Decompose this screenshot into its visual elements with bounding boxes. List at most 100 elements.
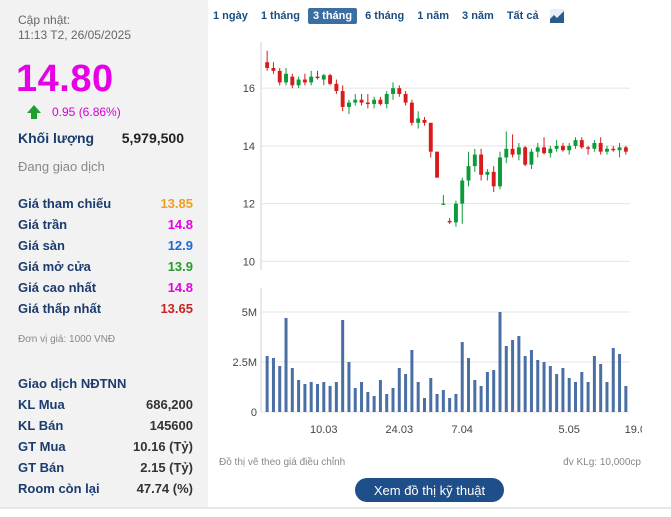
price-row: Giá sàn 12.9 <box>18 238 193 259</box>
price-row: Giá thấp nhất 13.65 <box>18 301 193 322</box>
price-tick-label: 10 <box>243 256 255 268</box>
candle-body <box>397 88 402 94</box>
price-change: 0.95 (6.86%) <box>26 104 121 120</box>
candle-body <box>384 93 389 105</box>
candle-body <box>516 147 521 155</box>
tab-all[interactable]: Tất cả <box>506 10 539 22</box>
stock-summary-panel: Cập nhật: 11:13 T2, 26/05/2025 14.80 0.9… <box>0 0 208 507</box>
volume-bar <box>542 362 546 412</box>
candle-body <box>321 75 326 80</box>
candle-body <box>554 145 559 149</box>
candle-body <box>435 151 440 178</box>
volume-bar <box>341 320 345 412</box>
price-volume-chart: 10 12 14 16 0 2.5M 5M 10.03 24.03 7.04 5.05 19.05 <box>233 42 642 436</box>
volume-bar <box>479 386 483 412</box>
technical-chart-button[interactable]: Xem đồ thị kỹ thuật <box>355 478 504 502</box>
candle-body <box>573 140 578 146</box>
volume-bar <box>416 382 420 412</box>
candle-body <box>334 83 339 92</box>
volume-tick-label: 0 <box>251 407 257 419</box>
candle-body <box>365 102 370 105</box>
volume-bar <box>448 398 452 412</box>
candle-body <box>391 88 395 94</box>
tab-1-day[interactable]: 1 ngày <box>213 10 248 22</box>
tab-6-months[interactable]: 6 tháng <box>365 10 405 22</box>
volume-label: Khối lượng <box>18 130 95 146</box>
candle-body <box>460 180 465 204</box>
price-row: Giá cao nhất 14.8 <box>18 280 193 301</box>
current-price: 14.80 <box>16 58 114 100</box>
candle-body <box>372 99 377 105</box>
volume-bar <box>397 368 401 412</box>
volume-bar <box>592 356 596 412</box>
volume-value: 5,979,500 <box>121 130 184 146</box>
candle-body <box>466 166 471 181</box>
candle-body <box>378 99 383 105</box>
foreign-trading-header: Giao dịch NĐTNN <box>18 376 127 391</box>
chart-type-icon[interactable] <box>549 8 565 24</box>
price-value: 13.65 <box>160 301 193 316</box>
volume-bar <box>492 370 496 412</box>
candle-body <box>441 203 446 205</box>
price-value: 14.8 <box>167 217 193 232</box>
price-row: Giá mở cửa 13.9 <box>18 259 193 280</box>
price-table: Giá tham chiếu 13.85 Giá trần 14.8 Giá sàn… <box>18 196 193 322</box>
candle-body <box>422 119 427 123</box>
candle-body <box>284 73 288 83</box>
candle-body <box>340 91 345 107</box>
candle-body <box>296 79 301 86</box>
volume-bar <box>574 382 578 412</box>
volume-bar <box>422 398 426 412</box>
volume-bar <box>309 382 313 412</box>
candle-body <box>605 148 609 152</box>
adjusted-price-note: Đồ thị vẽ theo giá điều chỉnh <box>219 457 346 468</box>
candle-body <box>611 148 616 151</box>
candle-body <box>302 79 307 83</box>
volume-bar <box>467 358 471 412</box>
arrow-up-icon <box>27 105 41 119</box>
foreign-row: Room còn lại 47.74 (%) <box>18 481 193 496</box>
volume-bar <box>290 368 294 412</box>
tab-3-months[interactable]: 3 tháng <box>307 8 358 24</box>
x-tick-label: 24.03 <box>386 424 414 436</box>
volume-bar <box>284 318 288 412</box>
volume-bar <box>473 380 477 412</box>
candle-body <box>529 151 534 165</box>
foreign-trading-table: Giao dịch NĐTNN KL Mua 686,200 KL Bán 1456… <box>18 376 193 502</box>
foreign-row: KL Bán 145600 <box>18 418 193 433</box>
volume-bar <box>391 388 395 412</box>
candle-body <box>617 147 622 151</box>
candle-body <box>579 140 584 148</box>
price-value: 14.8 <box>167 280 193 295</box>
volume-bar <box>511 340 515 412</box>
tab-1-month[interactable]: 1 tháng <box>260 10 300 22</box>
volume-bar <box>580 372 584 412</box>
candle-body <box>560 145 565 151</box>
volume-bar <box>334 382 338 412</box>
volume-bar <box>504 346 508 412</box>
volume-bar <box>517 336 521 412</box>
volume-bar <box>548 366 552 412</box>
tab-1-year[interactable]: 1 năm <box>417 10 450 22</box>
x-tick-label: 5.05 <box>559 424 580 436</box>
candle-body <box>491 171 496 187</box>
foreign-row: KL Mua 686,200 <box>18 397 193 412</box>
foreign-row: GT Mua 10.16 (Tỷ) <box>18 439 193 454</box>
volume-bar <box>360 382 364 412</box>
candle-body <box>409 102 414 123</box>
volume-bar <box>435 394 439 412</box>
volume-bar <box>372 396 376 412</box>
candle-body <box>428 122 433 152</box>
candle-body <box>472 154 477 167</box>
price-row: Giá tham chiếu 13.85 <box>18 196 193 217</box>
volume-bar <box>454 394 458 412</box>
foreign-row: GT Bán 2.15 (Tỷ) <box>18 460 193 475</box>
candle-body <box>586 147 591 149</box>
candle-body <box>479 154 484 175</box>
candle-body <box>290 76 295 86</box>
candle-body <box>416 118 421 123</box>
period-tabs: 1 ngày 1 tháng 3 tháng 6 tháng 1 năm 3 n… <box>208 6 565 26</box>
volume-bar <box>297 380 301 412</box>
x-tick-label: 10.03 <box>310 424 338 436</box>
tab-3-years[interactable]: 3 năm <box>462 10 494 22</box>
